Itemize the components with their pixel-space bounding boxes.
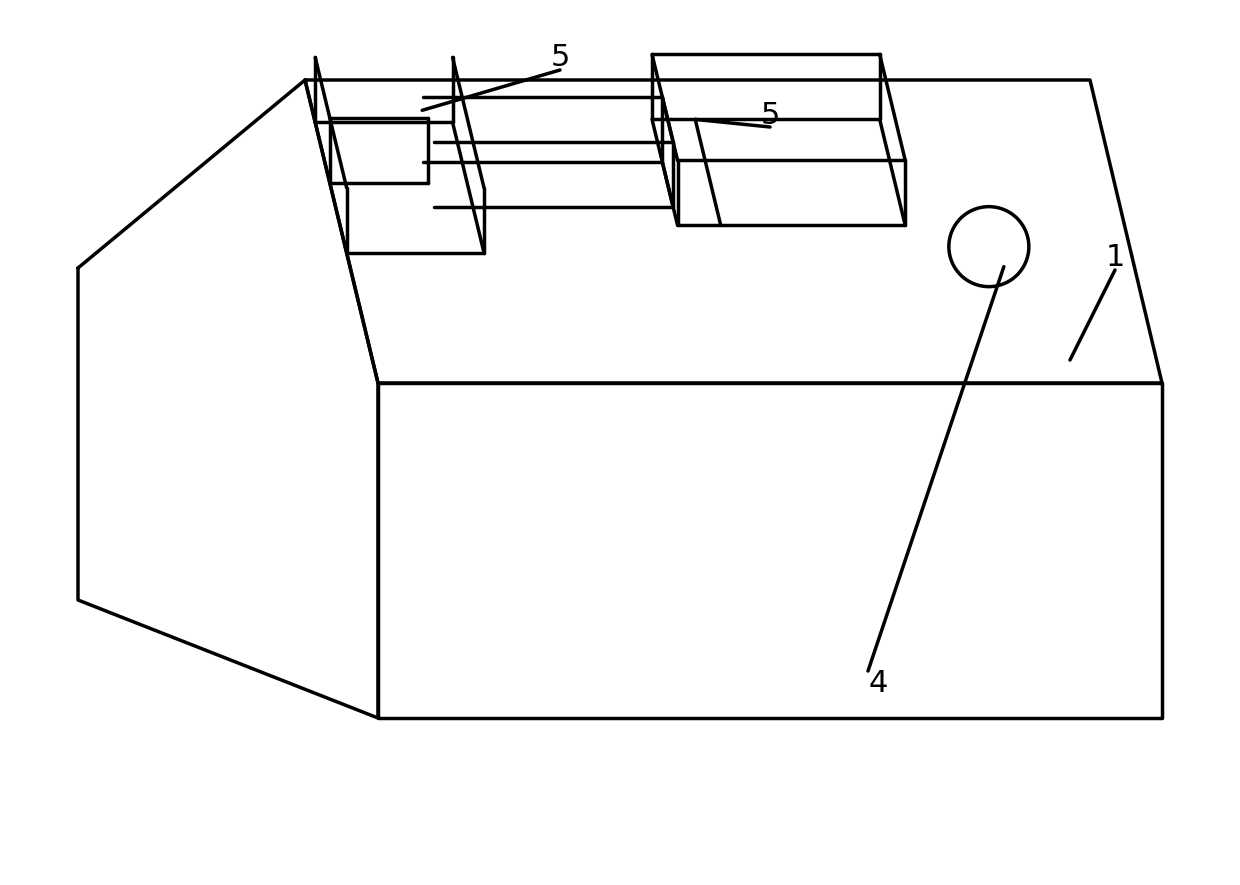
Text: 4: 4 (868, 668, 888, 697)
Text: 5: 5 (760, 101, 780, 129)
Text: 1: 1 (1105, 243, 1125, 273)
Text: 5: 5 (551, 43, 569, 73)
